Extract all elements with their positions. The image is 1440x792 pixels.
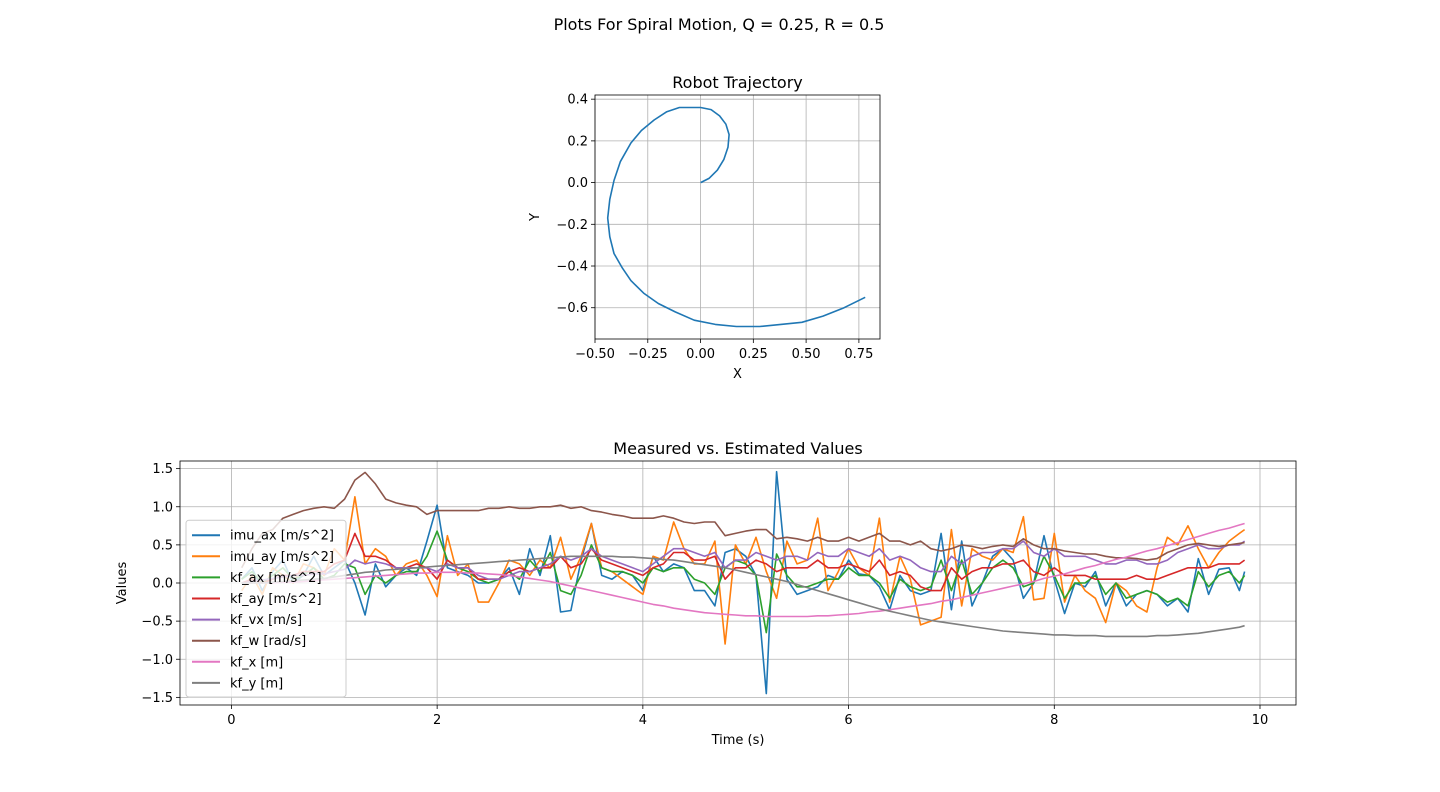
legend-item: kf_vx [m/s] (192, 613, 302, 628)
x-tick-label: 2 (433, 713, 441, 728)
x-tick-label: 0.75 (844, 347, 873, 362)
figure-suptitle: Plots For Spiral Motion, Q = 0.25, R = 0… (554, 15, 885, 34)
legend-label: kf_vx [m/s] (230, 613, 302, 628)
y-tick-label: −1.5 (141, 691, 173, 706)
y-tick-label: −1.0 (141, 653, 173, 668)
y-tick-label: 0.0 (152, 577, 173, 592)
y-tick-label: −0.2 (556, 218, 588, 233)
y-tick-label: 1.0 (152, 500, 173, 515)
y-tick-label: 0.4 (567, 93, 588, 108)
x-tick-label: 0.50 (792, 347, 821, 362)
x-tick-label: 0.25 (739, 347, 768, 362)
x-axis-label: X (733, 367, 742, 382)
y-tick-label: 1.5 (152, 462, 173, 477)
x-tick-label: 6 (844, 713, 852, 728)
legend-label: kf_w [rad/s] (230, 634, 306, 649)
y-tick-label: 0.5 (152, 538, 173, 553)
y-axis-label: Values (115, 562, 130, 605)
x-tick-label: 10 (1252, 713, 1269, 728)
legend-label: imu_ax [m/s^2] (230, 529, 334, 544)
x-tick-label: −0.25 (628, 347, 668, 362)
series-group (240, 470, 1246, 695)
y-tick-label: −0.4 (556, 260, 588, 275)
legend-item: imu_ay [m/s^2] (192, 550, 334, 565)
axes-title: Measured vs. Estimated Values (613, 439, 862, 458)
x-tick-label: 0.00 (686, 347, 715, 362)
x-tick-label: −0.50 (575, 347, 615, 362)
legend-item: kf_x [m] (192, 655, 283, 670)
series-line-trajectory (606, 106, 866, 328)
x-axis-label: Time (s) (711, 733, 765, 748)
legend-item: kf_w [rad/s] (192, 634, 306, 649)
x-tick-label: 8 (1050, 713, 1058, 728)
legend-label: kf_ay [m/s^2] (230, 592, 322, 607)
series-line-kf-ay (241, 532, 1246, 592)
legend-box (185, 519, 347, 698)
series-group (606, 106, 866, 328)
series-line-kf-y (241, 555, 1245, 638)
axes-frame (594, 94, 881, 340)
legend: imu_ax [m/s^2] imu_ay [m/s^2] kf_ax [m/s^2… (185, 519, 347, 698)
x-tick-label: 4 (639, 713, 647, 728)
axes-title: Robot Trajectory (672, 73, 803, 92)
series-line-kf-w (240, 471, 1245, 569)
measured-estimated-axes: 0 2 4 6 8 10 −1.5 −1.0 −0.5 0.0 0.5 1.0 1.5 Measured … (115, 439, 1297, 748)
y-tick-label: 0.2 (567, 134, 588, 149)
legend-item: kf_ay [m/s^2] (192, 592, 322, 607)
y-tick-label: 0.0 (567, 176, 588, 191)
legend-label: kf_ax [m/s^2] (230, 571, 322, 586)
trajectory-axes: −0.50 −0.25 0.00 0.25 0.50 0.75 −0.6 −0.4 −0.2 0.… (528, 73, 881, 382)
legend-label: imu_ay [m/s^2] (230, 550, 334, 565)
y-tick-label: −0.6 (556, 301, 588, 316)
series-line-kf-ax (241, 530, 1246, 634)
series-line-kf-x (241, 522, 1245, 618)
legend-item: kf_y [m] (192, 676, 283, 691)
legend-label: kf_x [m] (230, 655, 283, 670)
series-line-imu-ay (241, 495, 1246, 645)
y-axis-label: Y (528, 213, 543, 222)
legend-label: kf_y [m] (230, 676, 283, 691)
legend-item: imu_ax [m/s^2] (192, 529, 334, 544)
x-tick-label: 0 (227, 713, 235, 728)
y-tick-label: −0.5 (141, 615, 173, 630)
legend-item: kf_ax [m/s^2] (192, 571, 322, 586)
